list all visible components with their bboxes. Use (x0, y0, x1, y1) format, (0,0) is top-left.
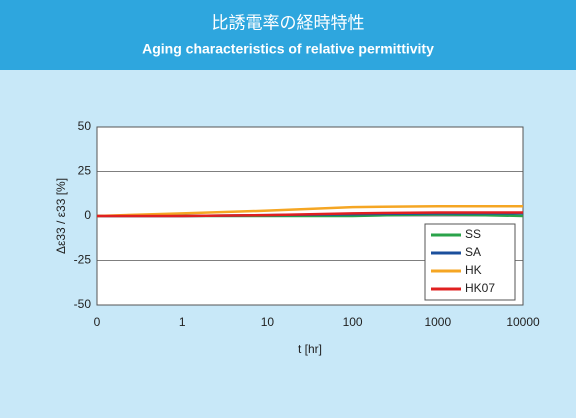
legend-label: HK (465, 263, 482, 277)
x-axis-label: t [hr] (298, 342, 322, 356)
y-tick-label: -25 (74, 253, 92, 267)
legend-label: SA (465, 245, 481, 259)
header (0, 0, 576, 70)
x-tick-label: 1000 (424, 315, 451, 329)
series-line (96, 204, 523, 218)
x-tick-label: 100 (343, 315, 363, 329)
y-tick-label: -50 (74, 297, 92, 311)
legend-label: SS (465, 227, 481, 241)
y-axis-label: Δε33 / ε33 [%] (54, 178, 68, 254)
x-tick-label: 0 (94, 315, 101, 329)
x-tick-label: 1 (179, 315, 186, 329)
y-tick-label: 25 (78, 164, 92, 178)
y-tick-label: 0 (84, 208, 91, 222)
chart-subtitle: Aging characteristics of relative permit… (142, 41, 434, 57)
x-tick-label: 10 (261, 315, 275, 329)
series-line (97, 211, 523, 218)
x-tick-label: 10000 (506, 315, 540, 329)
legend-label: HK07 (465, 281, 495, 295)
y-tick-label: 50 (78, 119, 92, 133)
legend-box (424, 223, 516, 301)
chart-title: 比誘電率の経時特性 (212, 13, 365, 32)
